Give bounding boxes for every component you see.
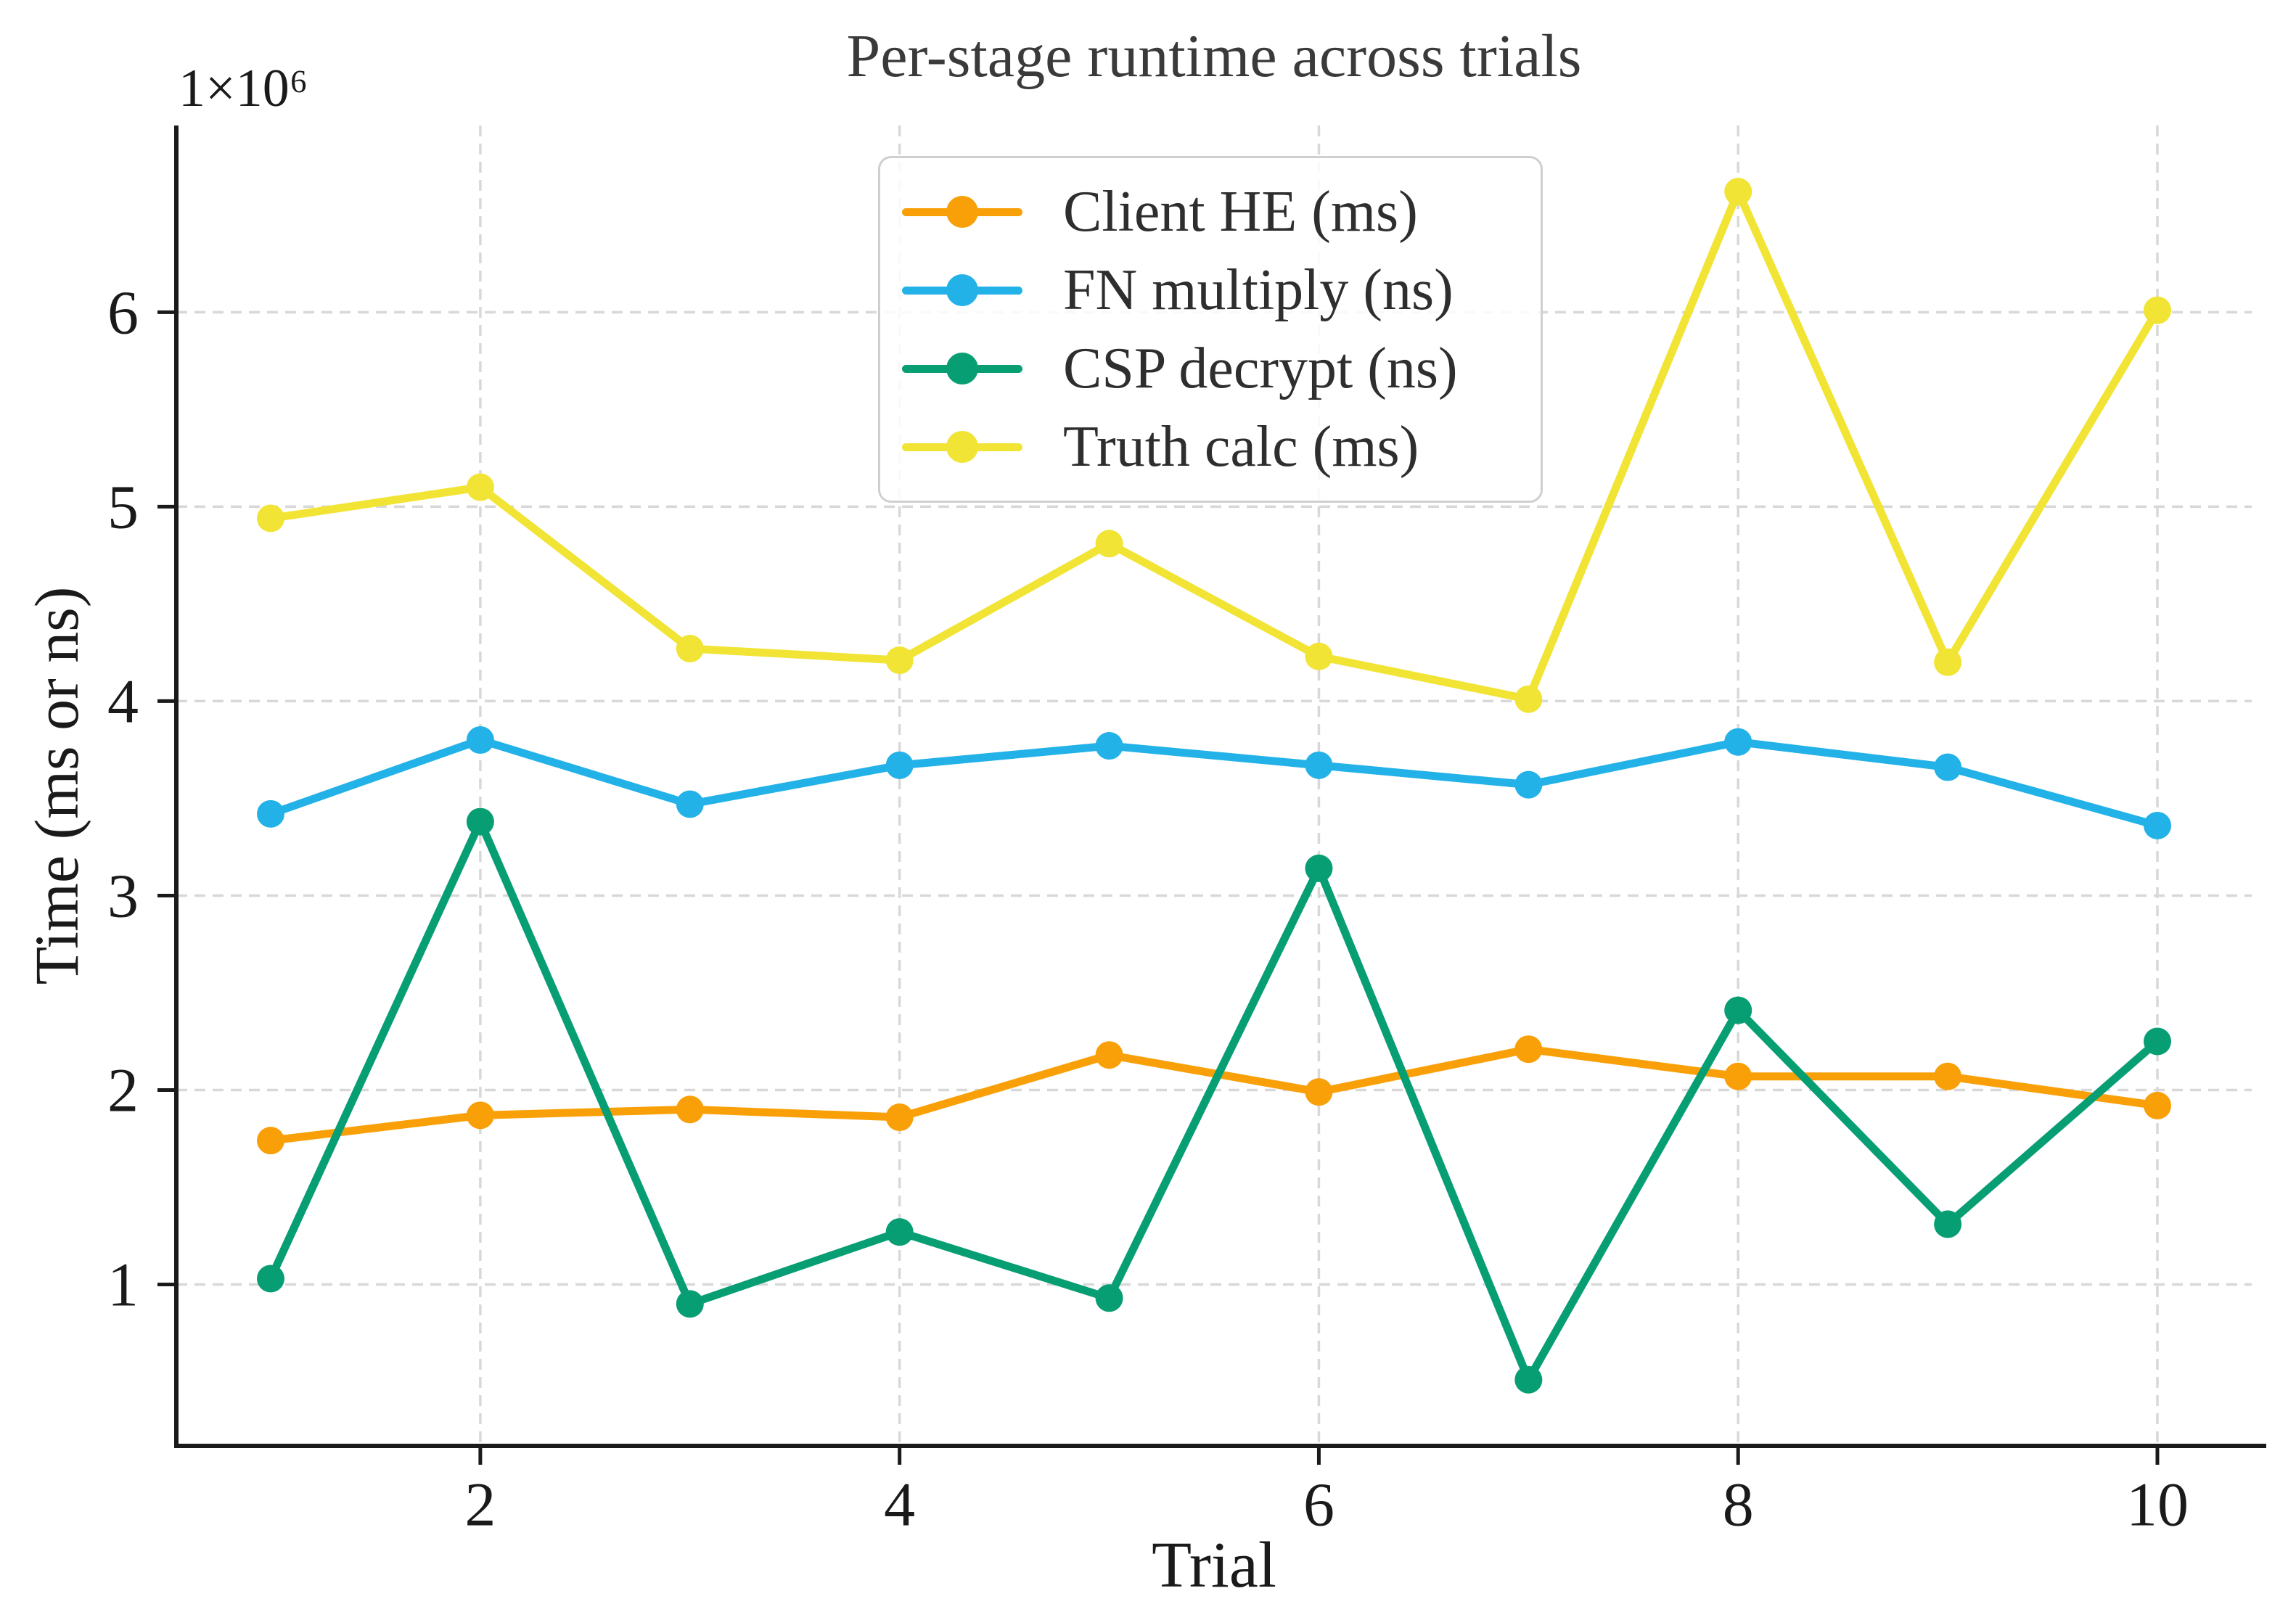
data-point-fn-multiply-ns <box>1095 732 1123 760</box>
data-point-client-he-ms <box>1724 1062 1752 1090</box>
data-point-csp-decrypt-ns <box>257 1265 284 1293</box>
data-point-truth-calc-ms <box>1095 530 1123 558</box>
x-tick-label: 8 <box>1723 1470 1754 1539</box>
series-line-fn-multiply-ns <box>266 736 2162 830</box>
data-point-fn-multiply-ns <box>2144 811 2171 839</box>
data-point-csp-decrypt-ns <box>2144 1027 2171 1056</box>
chart-title: Per-stage runtime across trials <box>846 22 1582 90</box>
legend-marker-icon <box>902 273 1022 308</box>
y-tick-label: 2 <box>107 1055 139 1124</box>
data-point-csp-decrypt-ns <box>676 1290 704 1318</box>
x-tick-label: 2 <box>464 1470 496 1539</box>
data-point-csp-decrypt-ns <box>1934 1210 1962 1238</box>
data-point-truth-calc-ms <box>1934 648 1962 676</box>
legend-label: Truth calc (ms) <box>1063 414 1419 479</box>
data-point-fn-multiply-ns <box>1305 751 1333 779</box>
data-point-client-he-ms <box>2144 1091 2171 1119</box>
y-tick-label: 5 <box>107 472 139 541</box>
legend-item: Client HE (ms) <box>902 179 1533 245</box>
data-point-client-he-ms <box>1934 1062 1962 1090</box>
legend-marker-icon <box>902 429 1022 464</box>
series-line-csp-decrypt-ns <box>266 818 2162 1384</box>
y-tick-label: 6 <box>107 277 139 347</box>
data-point-fn-multiply-ns <box>1934 753 1962 781</box>
data-point-csp-decrypt-ns <box>1305 854 1333 882</box>
legend-box: Client HE (ms) FN multiply (ns) CSP decryp… <box>878 156 1543 503</box>
data-point-csp-decrypt-ns <box>1724 996 1752 1024</box>
y-tick-label: 3 <box>107 860 139 930</box>
data-point-truth-calc-ms <box>1305 642 1333 670</box>
x-tick-label: 10 <box>2126 1470 2189 1539</box>
data-point-fn-multiply-ns <box>257 799 284 828</box>
data-point-client-he-ms <box>466 1101 494 1130</box>
legend-label: CSP decrypt (ns) <box>1063 336 1458 400</box>
data-point-fn-multiply-ns <box>1514 770 1543 799</box>
data-point-fn-multiply-ns <box>676 790 704 818</box>
legend-marker-icon <box>902 351 1022 386</box>
legend-marker-icon <box>902 194 1022 229</box>
series-line-client-he-ms <box>266 1045 2162 1145</box>
data-point-truth-calc-ms <box>2144 296 2171 324</box>
data-point-truth-calc-ms <box>1514 685 1543 713</box>
data-point-fn-multiply-ns <box>885 751 914 779</box>
x-tick-label: 6 <box>1303 1470 1334 1539</box>
data-point-csp-decrypt-ns <box>1514 1365 1543 1394</box>
data-point-client-he-ms <box>1305 1078 1333 1106</box>
data-point-client-he-ms <box>885 1103 914 1132</box>
data-point-client-he-ms <box>676 1095 704 1124</box>
data-point-csp-decrypt-ns <box>885 1218 914 1246</box>
data-point-fn-multiply-ns <box>466 726 494 755</box>
legend-label: Client HE (ms) <box>1063 179 1418 244</box>
data-point-truth-calc-ms <box>257 504 284 533</box>
legend-label: FN multiply (ns) <box>1063 258 1454 322</box>
data-point-client-he-ms <box>1095 1041 1123 1069</box>
data-point-client-he-ms <box>257 1127 284 1155</box>
data-point-truth-calc-ms <box>1724 178 1752 206</box>
legend-item: Truth calc (ms) <box>902 414 1533 480</box>
data-point-csp-decrypt-ns <box>466 807 494 836</box>
data-point-truth-calc-ms <box>885 646 914 675</box>
data-point-fn-multiply-ns <box>1724 728 1752 756</box>
legend-item: CSP decrypt (ns) <box>902 336 1533 402</box>
series-line-truth-calc-ms <box>266 187 2162 704</box>
x-axis-label: Trial <box>1152 1529 1276 1601</box>
data-point-csp-decrypt-ns <box>1095 1284 1123 1312</box>
x-tick-label: 4 <box>884 1470 915 1539</box>
data-point-client-he-ms <box>1514 1035 1543 1064</box>
data-point-truth-calc-ms <box>676 635 704 663</box>
y-tick-label: 4 <box>107 666 139 736</box>
y-tick-label: 1 <box>107 1250 139 1320</box>
data-point-truth-calc-ms <box>466 473 494 501</box>
y-axis-multiplier-label: 1×10⁶ <box>179 59 308 118</box>
legend-item: FN multiply (ns) <box>902 258 1533 324</box>
y-axis-label: Time (ms or ns) <box>22 586 91 985</box>
